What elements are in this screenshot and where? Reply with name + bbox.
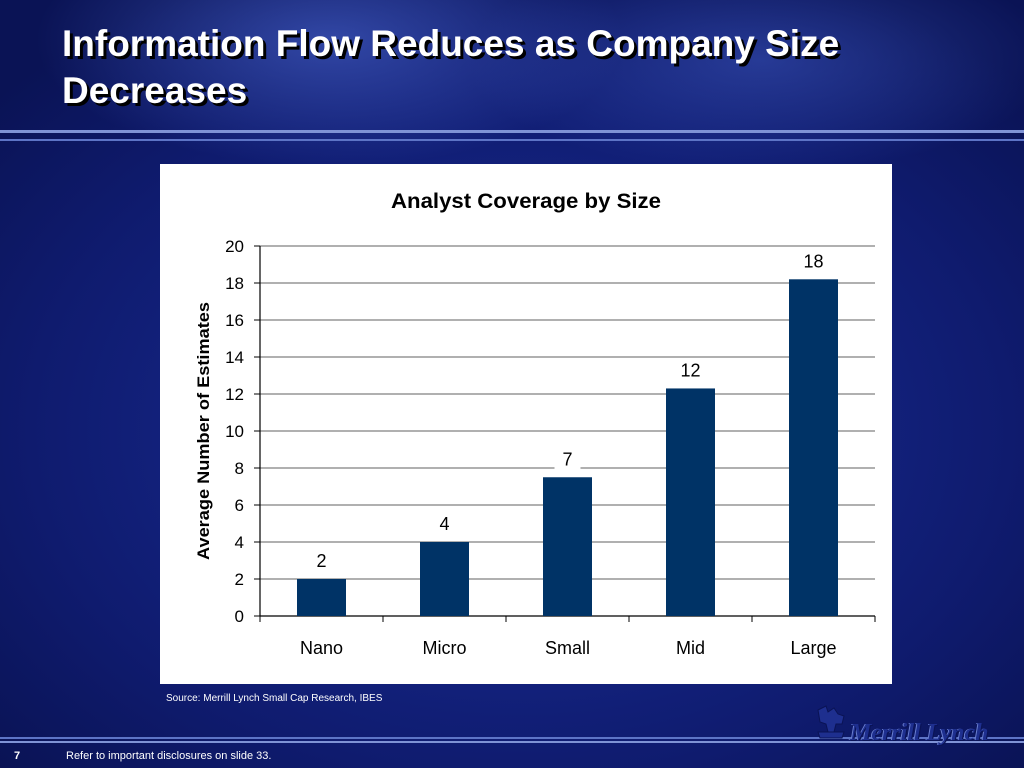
title-divider-thin (0, 139, 1024, 141)
data-label: 4 (439, 514, 449, 534)
data-label-background (308, 551, 335, 573)
y-tick-label: 18 (225, 274, 244, 293)
y-axis-title: Average Number of Estimates (194, 302, 213, 560)
data-label: 2 (316, 551, 326, 571)
footer-divider (0, 737, 1024, 739)
slide-number: 7 (14, 750, 21, 762)
data-label: 12 (680, 360, 700, 380)
data-label: 18 (803, 251, 823, 271)
chart-title: Analyst Coverage by Size (391, 190, 661, 213)
logo-wordmark: Merrill Lynch (850, 720, 989, 746)
x-tick-label: Large (790, 638, 836, 658)
y-tick-label: 14 (225, 348, 244, 367)
bull-logo-icon (817, 705, 845, 739)
bar-small (543, 477, 592, 616)
y-tick-label: 20 (225, 237, 244, 256)
chart-panel: Analyst Coverage by Size Average Number o… (160, 164, 892, 684)
x-tick-label: Micro (423, 638, 467, 658)
y-tick-label: 2 (235, 570, 244, 589)
y-tick-label: 0 (235, 607, 244, 626)
x-tick-label: Small (545, 638, 590, 658)
bar-nano (297, 579, 346, 616)
y-tick-label: 6 (235, 496, 244, 515)
footer-divider-thin (0, 741, 1024, 743)
y-tick-label: 12 (225, 385, 244, 404)
slide-title: Information Flow Reduces as Company Size… (62, 23, 840, 111)
data-label-background (800, 251, 827, 274)
data-label-background (677, 360, 704, 383)
data-label-background (554, 449, 581, 472)
bar-large (789, 279, 838, 616)
y-tick-label: 16 (225, 311, 244, 330)
data-label: 7 (562, 449, 572, 469)
title-divider (0, 130, 1024, 133)
disclosure-note: Refer to important disclosures on slide … (66, 750, 272, 762)
y-tick-label: 10 (225, 422, 244, 441)
x-tick-label: Mid (676, 638, 705, 658)
data-label-background (431, 514, 458, 536)
merrill-lynch-logo: Merrill Lynch (808, 700, 1008, 748)
bar-micro (420, 542, 469, 616)
x-tick-label: Nano (300, 638, 343, 658)
y-tick-label: 8 (235, 459, 244, 478)
bar-chart: Analyst Coverage by Size Average Number o… (194, 190, 876, 658)
bar-mid (666, 388, 715, 616)
y-tick-label: 4 (235, 533, 244, 552)
source-note: Source: Merrill Lynch Small Cap Research… (166, 693, 383, 704)
